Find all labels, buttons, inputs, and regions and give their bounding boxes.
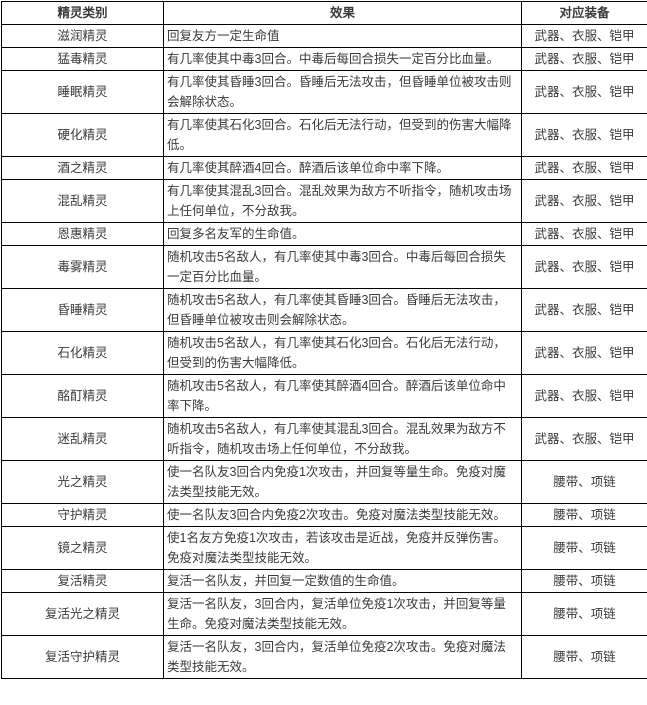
spirit-equipment-cell: 腰带、项链: [521, 460, 647, 504]
spirit-effect-cell: 随机攻击5名敌人，有几率使其醉酒4回合。醉酒后该单位命中率下降。: [163, 374, 522, 418]
spirit-name-cell: 混乱精灵: [1, 179, 164, 223]
spirit-equipment-cell: 武器、衣服、铠甲: [521, 179, 647, 223]
header-equipment: 对应装备: [521, 1, 647, 25]
spirit-equipment-cell: 腰带、项链: [521, 569, 647, 593]
spirit-name-cell: 复活光之精灵: [1, 592, 164, 636]
spirit-name-cell: 硬化精灵: [1, 113, 164, 157]
spirit-equipment-cell: 腰带、项链: [521, 503, 647, 527]
spirit-name-cell: 复活精灵: [1, 569, 164, 593]
spirit-name-cell: 光之精灵: [1, 460, 164, 504]
spirit-equipment-cell: 武器、衣服、铠甲: [521, 113, 647, 157]
spirit-effect-cell: 随机攻击5名敌人，有几率使其石化3回合。石化后无法行动，但受到的伤害大幅降低。: [163, 331, 522, 375]
table-row: 复活精灵 复活一名队友，并回复一定数值的生命值。 腰带、项链: [1, 569, 647, 593]
table-row: 猛毒精灵 有几率使其中毒3回合。中毒后每回合损失一定百分比血量。 武器、衣服、铠…: [1, 47, 647, 71]
table-row: 睡眠精灵 有几率使其昏睡3回合。昏睡后无法攻击，但昏睡单位被攻击则会解除状态。 …: [1, 70, 647, 114]
spirit-equipment-cell: 武器、衣服、铠甲: [521, 245, 647, 289]
table-row: 毒雾精灵 随机攻击5名敌人，有几率使其中毒3回合。中毒后每回合损失一定百分比血量…: [1, 245, 647, 289]
spirit-equipment-cell: 武器、衣服、铠甲: [521, 288, 647, 332]
spirit-effect-cell: 随机攻击5名敌人，有几率使其中毒3回合。中毒后每回合损失一定百分比血量。: [163, 245, 522, 289]
spirit-name-cell: 酩酊精灵: [1, 374, 164, 418]
table-row: 石化精灵 随机攻击5名敌人，有几率使其石化3回合。石化后无法行动，但受到的伤害大…: [1, 331, 647, 375]
spirit-effect-cell: 回复多名友军的生命值。: [163, 222, 522, 246]
spirit-name-cell: 昏睡精灵: [1, 288, 164, 332]
spirit-effect-cell: 复活一名队友，3回合内，复活单位免疫2次攻击。免疫对魔法类型技能无效。: [163, 635, 522, 679]
header-effect: 效果: [163, 1, 522, 25]
header-row: 精灵类别 效果 对应装备: [1, 1, 647, 25]
table-row: 迷乱精灵 随机攻击5名敌人，有几率使其混乱3回合。混乱效果为敌方不听指令，随机攻…: [1, 417, 647, 461]
spirit-equipment-cell: 武器、衣服、铠甲: [521, 156, 647, 180]
spirit-effect-cell: 使一名队友3回合内免疫1次攻击，并回复等量生命。免疫对魔法类型技能无效。: [163, 460, 522, 504]
spirit-name-cell: 石化精灵: [1, 331, 164, 375]
table-row: 光之精灵 使一名队友3回合内免疫1次攻击，并回复等量生命。免疫对魔法类型技能无效…: [1, 460, 647, 504]
table-row: 复活守护精灵 复活一名队友，3回合内，复活单位免疫2次攻击。免疫对魔法类型技能无…: [1, 635, 647, 679]
spirit-effect-cell: 回复友方一定生命值: [163, 24, 522, 48]
spirit-effect-cell: 随机攻击5名敌人，有几率使其混乱3回合。混乱效果为敌方不听指令，随机攻击场上任何…: [163, 417, 522, 461]
spirit-effect-cell: 有几率使其昏睡3回合。昏睡后无法攻击，但昏睡单位被攻击则会解除状态。: [163, 70, 522, 114]
spirit-name-cell: 迷乱精灵: [1, 417, 164, 461]
spirit-name-cell: 滋润精灵: [1, 24, 164, 48]
spirit-effect-cell: 有几率使其石化3回合。石化后无法行动，但受到的伤害大幅降低。: [163, 113, 522, 157]
table-row: 混乱精灵 有几率使其混乱3回合。混乱效果为敌方不听指令，随机攻击场上任何单位，不…: [1, 179, 647, 223]
spirit-name-cell: 镜之精灵: [1, 526, 164, 570]
spirit-effect-cell: 随机攻击5名敌人，有几率使其昏睡3回合。昏睡后无法攻击，但昏睡单位被攻击则会解除…: [163, 288, 522, 332]
spirit-table: 精灵类别 效果 对应装备 滋润精灵 回复友方一定生命值 武器、衣服、铠甲 猛毒精…: [1, 1, 647, 679]
spirit-effect-cell: 使一名队友3回合内免疫2次攻击。免疫对魔法类型技能无效。: [163, 503, 522, 527]
table-row: 守护精灵 使一名队友3回合内免疫2次攻击。免疫对魔法类型技能无效。 腰带、项链: [1, 503, 647, 527]
spirit-name-cell: 恩惠精灵: [1, 222, 164, 246]
spirit-name-cell: 毒雾精灵: [1, 245, 164, 289]
spirit-name-cell: 酒之精灵: [1, 156, 164, 180]
table-row: 复活光之精灵 复活一名队友，3回合内，复活单位免疫1次攻击，并回复等量生命。免疫…: [1, 592, 647, 636]
spirit-equipment-cell: 武器、衣服、铠甲: [521, 417, 647, 461]
spirit-name-cell: 守护精灵: [1, 503, 164, 527]
table-row: 镜之精灵 使1名友方免疫1次攻击，若该攻击是近战，免疫并反弹伤害。免疫对魔法类型…: [1, 526, 647, 570]
table-row: 酩酊精灵 随机攻击5名敌人，有几率使其醉酒4回合。醉酒后该单位命中率下降。 武器…: [1, 374, 647, 418]
spirit-effect-cell: 有几率使其醉酒4回合。醉酒后该单位命中率下降。: [163, 156, 522, 180]
spirit-equipment-cell: 武器、衣服、铠甲: [521, 47, 647, 71]
spirit-equipment-cell: 武器、衣服、铠甲: [521, 222, 647, 246]
table-row: 酒之精灵 有几率使其醉酒4回合。醉酒后该单位命中率下降。 武器、衣服、铠甲: [1, 156, 647, 180]
spirit-effect-cell: 复活一名队友，并回复一定数值的生命值。: [163, 569, 522, 593]
header-category: 精灵类别: [1, 1, 164, 25]
spirit-table-header: 精灵类别 效果 对应装备: [1, 1, 647, 25]
spirit-equipment-cell: 武器、衣服、铠甲: [521, 331, 647, 375]
spirit-equipment-cell: 武器、衣服、铠甲: [521, 24, 647, 48]
table-row: 昏睡精灵 随机攻击5名敌人，有几率使其昏睡3回合。昏睡后无法攻击，但昏睡单位被攻…: [1, 288, 647, 332]
spirit-equipment-cell: 武器、衣服、铠甲: [521, 374, 647, 418]
spirit-equipment-cell: 腰带、项链: [521, 592, 647, 636]
spirit-name-cell: 复活守护精灵: [1, 635, 164, 679]
spirit-effect-cell: 复活一名队友，3回合内，复活单位免疫1次攻击，并回复等量生命。免疫对魔法类型技能…: [163, 592, 522, 636]
table-row: 硬化精灵 有几率使其石化3回合。石化后无法行动，但受到的伤害大幅降低。 武器、衣…: [1, 113, 647, 157]
spirit-effect-cell: 使1名友方免疫1次攻击，若该攻击是近战，免疫并反弹伤害。免疫对魔法类型技能无效。: [163, 526, 522, 570]
spirit-name-cell: 睡眠精灵: [1, 70, 164, 114]
spirit-name-cell: 猛毒精灵: [1, 47, 164, 71]
table-row: 恩惠精灵 回复多名友军的生命值。 武器、衣服、铠甲: [1, 222, 647, 246]
spirit-equipment-cell: 武器、衣服、铠甲: [521, 70, 647, 114]
spirit-effect-cell: 有几率使其混乱3回合。混乱效果为敌方不听指令，随机攻击场上任何单位，不分敌我。: [163, 179, 522, 223]
spirit-effect-cell: 有几率使其中毒3回合。中毒后每回合损失一定百分比血量。: [163, 47, 522, 71]
spirit-equipment-cell: 腰带、项链: [521, 635, 647, 679]
spirit-equipment-cell: 腰带、项链: [521, 526, 647, 570]
table-row: 滋润精灵 回复友方一定生命值 武器、衣服、铠甲: [1, 24, 647, 48]
spirit-table-body: 滋润精灵 回复友方一定生命值 武器、衣服、铠甲 猛毒精灵 有几率使其中毒3回合。…: [1, 24, 647, 679]
